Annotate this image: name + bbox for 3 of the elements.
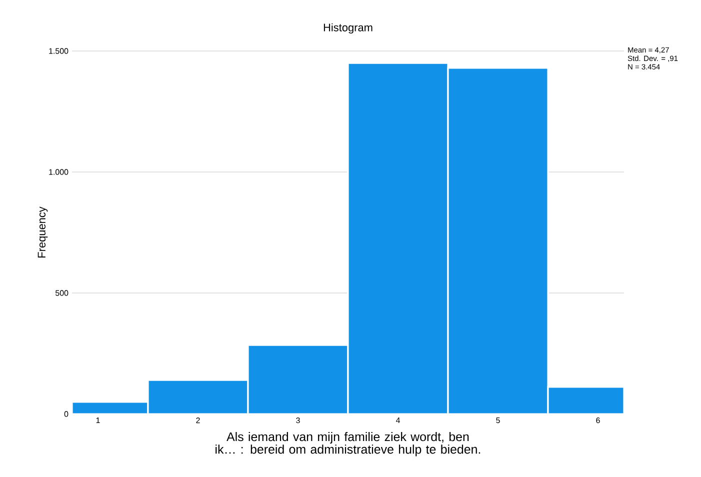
chart-title: Histogram	[324, 23, 372, 34]
x-axis-title: Als iemand van mijn familie ziek wordt, ben ik… : bereid om administratieve hulp te bieden.	[216, 432, 480, 456]
y-axis-title: Frequency	[38, 206, 48, 258]
